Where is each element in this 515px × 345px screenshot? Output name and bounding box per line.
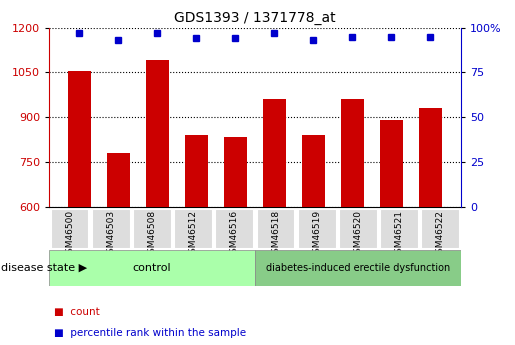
Text: GSM46512: GSM46512	[188, 210, 198, 259]
Bar	[255, 250, 461, 286]
Text: diabetes-induced erectile dysfunction: diabetes-induced erectile dysfunction	[266, 263, 450, 273]
Text: GSM46522: GSM46522	[436, 210, 445, 259]
Bar	[380, 120, 403, 207]
Text: GSM46516: GSM46516	[230, 210, 239, 259]
Text: GSM46519: GSM46519	[312, 210, 321, 259]
Text: control: control	[133, 263, 171, 273]
Text: GSM46500: GSM46500	[65, 210, 74, 259]
Bar	[419, 108, 442, 207]
Text: GSM46521: GSM46521	[394, 210, 404, 259]
Bar	[298, 209, 336, 248]
Bar	[256, 209, 295, 248]
Bar	[339, 209, 377, 248]
Text: GSM46518: GSM46518	[271, 210, 280, 259]
Bar	[224, 137, 247, 207]
Bar	[133, 209, 171, 248]
Bar	[302, 135, 325, 207]
Text: GSM46503: GSM46503	[106, 210, 115, 259]
Text: GSM46520: GSM46520	[353, 210, 363, 259]
Bar	[146, 60, 169, 207]
Bar	[421, 209, 459, 248]
Bar	[215, 209, 253, 248]
Bar	[185, 135, 208, 207]
Bar	[107, 153, 130, 207]
Text: ■  percentile rank within the sample: ■ percentile rank within the sample	[54, 328, 246, 338]
Text: disease state ▶: disease state ▶	[1, 263, 87, 272]
Bar	[174, 209, 212, 248]
Bar	[92, 209, 130, 248]
Bar	[263, 99, 286, 207]
Text: ■  count: ■ count	[54, 307, 100, 317]
Bar	[380, 209, 418, 248]
Bar	[50, 209, 89, 248]
Bar	[49, 250, 255, 286]
Text: GSM46508: GSM46508	[147, 210, 157, 259]
Title: GDS1393 / 1371778_at: GDS1393 / 1371778_at	[174, 11, 336, 25]
Bar	[341, 99, 364, 207]
Bar	[67, 71, 91, 207]
